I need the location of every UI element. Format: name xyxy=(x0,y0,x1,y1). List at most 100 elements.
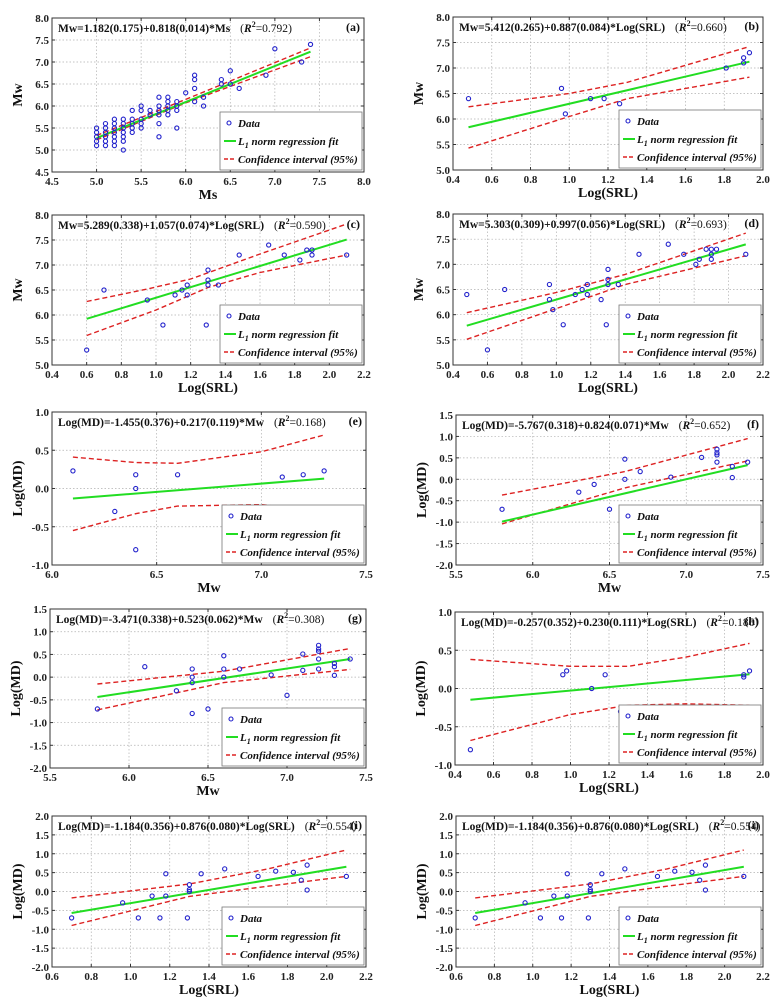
data-point xyxy=(698,454,705,461)
legend-data-marker xyxy=(625,118,631,124)
x-tick-label: 0.4 xyxy=(448,769,462,781)
data-point xyxy=(298,59,305,65)
y-axis-label: Log(MD) xyxy=(415,863,430,919)
data-points xyxy=(93,41,314,153)
x-tick-label: 5.5 xyxy=(43,772,57,784)
data-point xyxy=(344,252,350,258)
ci-upper-line xyxy=(475,849,744,899)
paren-open: ( xyxy=(706,617,710,629)
data-points xyxy=(68,862,350,921)
legend-fit-label: L1 norm regression fit xyxy=(636,729,738,743)
chart-panel-i: 0.6 0.8 1.0 1.2 1.4 1.6 1.8 2.0 2.2 -2.0 -1.5 -1.0 -… xyxy=(11,811,373,998)
ci-lower-line xyxy=(71,875,347,927)
y-tick-label: 1.0 xyxy=(35,407,49,419)
data-point xyxy=(315,642,322,648)
r-squared-label: (R2=0.792) xyxy=(240,20,292,35)
y-tick-label: 6.0 xyxy=(436,310,450,322)
data-point xyxy=(546,281,553,288)
regression-equation: Log(MD)=-5.767(0.318)+0.824(0.071)*Mw xyxy=(462,420,669,432)
r-superscript: 2 xyxy=(687,19,691,28)
legend-fit-label: L1 norm regression fit xyxy=(636,134,738,148)
data-point xyxy=(714,450,720,456)
data-points xyxy=(84,242,350,353)
legend-fit-label: L1 norm regression fit xyxy=(239,931,341,945)
y-tick-label: -2.0 xyxy=(436,962,454,974)
x-tick-label: 0.4 xyxy=(45,369,59,381)
legend-fit-suffix: norm regression fit xyxy=(251,931,341,943)
data-point xyxy=(587,888,593,895)
regression-fit-line xyxy=(501,464,748,523)
paren-open: ( xyxy=(709,821,713,833)
legend-ci-label: Confidence interval (95%) xyxy=(238,347,358,359)
legend-fit-label: L1 norm regression fit xyxy=(237,329,339,343)
x-tick-label: 1.6 xyxy=(679,174,693,186)
data-point xyxy=(584,291,590,298)
y-tick-label: 6.0 xyxy=(35,310,49,322)
y-tick-label: 0.5 xyxy=(35,868,49,880)
y-tick-label: 1.5 xyxy=(439,410,453,422)
legend-box xyxy=(221,504,365,564)
data-point xyxy=(174,125,180,131)
y-tick-label: 7.0 xyxy=(436,63,450,75)
data-point xyxy=(587,882,593,888)
data-point xyxy=(654,873,661,880)
panel-label: (i) xyxy=(748,818,759,832)
legend-fit-prefix: L xyxy=(239,529,247,541)
legend: Data L1 norm regression fit Confidence int… xyxy=(618,704,762,764)
data-point xyxy=(558,915,565,921)
panel-label: (f) xyxy=(747,417,759,431)
x-tick-label: 5.5 xyxy=(134,176,148,188)
y-tick-label: -1.5 xyxy=(436,943,454,955)
data-point xyxy=(746,50,753,56)
data-point xyxy=(255,873,261,880)
data-points xyxy=(465,50,753,117)
legend-data-marker xyxy=(228,915,234,921)
y-tick-label: -0.5 xyxy=(32,522,50,534)
legend-fit-suffix: norm regression fit xyxy=(249,136,339,148)
data-point xyxy=(564,668,570,674)
x-tick-label: 0.6 xyxy=(45,971,59,983)
data-point xyxy=(111,134,118,140)
data-point xyxy=(587,886,593,893)
data-point xyxy=(191,72,198,78)
data-point xyxy=(484,347,491,353)
data-point xyxy=(144,297,150,303)
legend-data-marker xyxy=(625,513,631,519)
x-tick-label: 2.2 xyxy=(756,369,770,381)
data-point xyxy=(163,871,169,877)
chart-panel-e: 6.0 6.5 7.0 7.5 -1.0 -0.5 0.0 0.5 1.0 Mw Log(MD) Lo… xyxy=(11,407,373,596)
data-point xyxy=(236,666,243,672)
data-point xyxy=(331,672,338,678)
x-axis-label: Log(SRL) xyxy=(178,381,238,396)
x-tick-label: 0.6 xyxy=(449,971,463,983)
data-point xyxy=(156,120,162,127)
data-point xyxy=(290,869,297,875)
y-tick-label: -1.0 xyxy=(30,718,48,730)
paren-open: ( xyxy=(273,614,277,626)
legend: Data L1 norm regression fit Confidence int… xyxy=(219,304,363,364)
paren-close: ) xyxy=(322,220,326,232)
data-point xyxy=(467,747,474,753)
data-point xyxy=(183,90,189,96)
data-points xyxy=(464,241,749,353)
data-point xyxy=(263,72,269,78)
data-point xyxy=(343,873,350,880)
data-point xyxy=(281,252,287,258)
x-tick-label: 1.0 xyxy=(564,769,578,781)
x-tick-label: 1.6 xyxy=(253,369,267,381)
data-point xyxy=(120,147,126,153)
legend-fit-prefix: L xyxy=(636,931,644,943)
data-point xyxy=(174,107,180,114)
data-point xyxy=(602,672,608,678)
y-tick-label: 1.0 xyxy=(439,431,453,443)
paren-close: ) xyxy=(321,614,325,626)
r-superscript: 2 xyxy=(720,818,724,827)
x-tick-label: 1.0 xyxy=(124,971,138,983)
data-point xyxy=(315,666,322,672)
y-tick-label: 0.5 xyxy=(33,649,47,661)
x-tick-label: 1.4 xyxy=(618,369,632,381)
chart-panel-c: 0.4 0.6 0.8 1.0 1.2 1.4 1.6 1.8 2.0 2.2 5.0 5.5 6.0 6… xyxy=(11,210,371,396)
r-squared-value: =0.590 xyxy=(290,220,323,232)
legend-fit-prefix: L xyxy=(237,329,245,341)
legend-fit-label: L1 norm regression fit xyxy=(636,329,738,343)
